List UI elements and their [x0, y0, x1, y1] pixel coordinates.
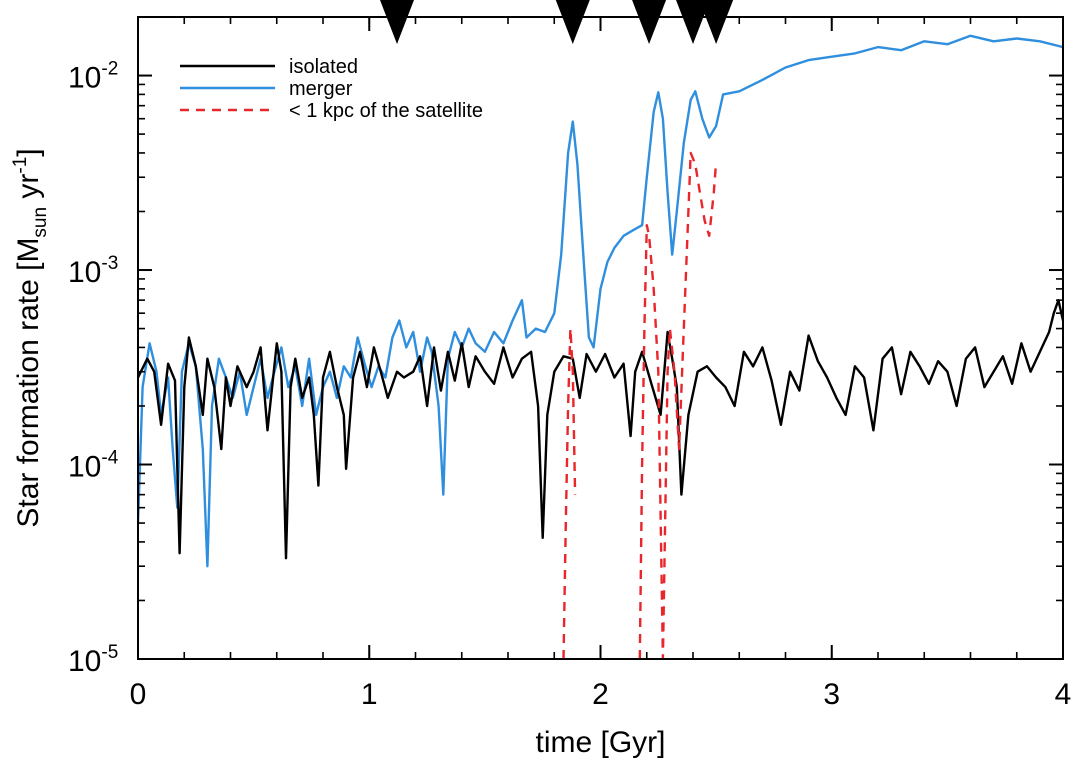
- y-tick-label: 10-5: [68, 642, 118, 678]
- x-tick-label: 1: [361, 678, 378, 711]
- y-axis-label-close: ]: [12, 148, 45, 156]
- y-axis-label-main: Star formation rate [M: [12, 238, 45, 528]
- x-tick-label: 3: [823, 678, 840, 711]
- event-marker-triangle: [555, 0, 590, 44]
- legend-label-0: isolated: [289, 56, 358, 78]
- x-axis-label: time [Gyr]: [535, 726, 665, 759]
- legend-label-2: < 1 kpc of the satellite: [289, 100, 483, 122]
- y-tick-label: 10-2: [68, 59, 118, 95]
- x-tick-label: 0: [130, 678, 147, 711]
- event-marker-triangle: [699, 0, 734, 44]
- y-tick-label: 10-4: [68, 448, 119, 484]
- series-2: [562, 151, 718, 659]
- series-line-1-0: [138, 34, 1063, 568]
- legend-label-1: merger: [289, 78, 353, 100]
- x-tick-label: 2: [592, 678, 609, 711]
- event-markers: [380, 0, 734, 44]
- series-1: [138, 34, 1063, 568]
- y-axis-label-mid: yr: [12, 174, 45, 207]
- series-line-0-0: [138, 299, 1063, 560]
- y-axis-label-sub: sun: [30, 207, 51, 238]
- ticks-layer: 0 1 2 3 4 10-5 10-4 10-3 10-2: [68, 16, 1072, 711]
- event-marker-triangle: [676, 0, 710, 44]
- event-marker-triangle: [632, 0, 667, 44]
- series-line-2-1: [638, 151, 718, 659]
- series-line-2-0: [562, 327, 577, 659]
- y-axis-label: Star formation rate [Msun yr-1]: [10, 148, 51, 527]
- y-axis-label-sup: -1: [10, 157, 31, 174]
- y-tick-label: 10-3: [68, 253, 118, 289]
- x-tick-label: 4: [1055, 678, 1072, 711]
- event-marker-triangle: [380, 0, 414, 44]
- series-0: [138, 299, 1063, 560]
- plot-frame: [137, 16, 1064, 660]
- series-layer: [138, 34, 1063, 659]
